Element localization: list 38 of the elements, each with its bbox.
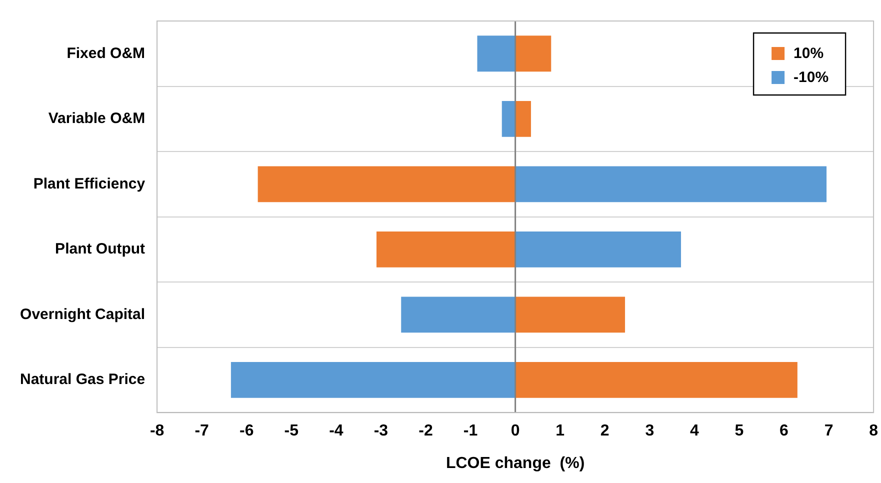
y-tick-label: Plant Efficiency xyxy=(33,175,146,192)
x-tick-label: 7 xyxy=(824,422,834,440)
x-tick-label: -4 xyxy=(329,422,344,440)
x-tick-label: -5 xyxy=(284,422,299,440)
y-tick-label: Plant Output xyxy=(55,240,146,258)
bar xyxy=(515,231,681,268)
bar xyxy=(515,36,552,72)
bar xyxy=(376,231,516,268)
x-tick-label: -1 xyxy=(463,422,478,440)
x-tick-label: -8 xyxy=(150,422,164,440)
bar xyxy=(515,296,626,333)
bar xyxy=(515,100,531,137)
y-tick-label: Overnight Capital xyxy=(20,306,146,323)
x-tick-label: 8 xyxy=(869,422,878,440)
x-tick-label: -2 xyxy=(418,422,433,440)
x-tick-label: 1 xyxy=(556,422,565,440)
legend-label: 10% xyxy=(794,45,824,62)
y-tick-label: Natural Gas Price xyxy=(20,371,146,388)
bar xyxy=(515,166,827,202)
x-axis-title: LCOE change (%) xyxy=(446,454,585,472)
x-tick-label: -6 xyxy=(240,422,254,440)
bar xyxy=(258,166,516,202)
x-tick-label: -7 xyxy=(194,422,210,440)
bar xyxy=(502,100,516,137)
bar xyxy=(477,36,516,72)
bar xyxy=(401,296,516,333)
x-tick-label: 2 xyxy=(600,422,610,440)
x-tick-label: -3 xyxy=(374,422,388,440)
y-tick-label: Fixed O&M xyxy=(66,44,146,62)
x-tick-label: 5 xyxy=(734,422,744,440)
legend-label: -10% xyxy=(794,69,829,86)
bar xyxy=(230,362,516,398)
bar xyxy=(515,362,798,398)
x-tick-label: 3 xyxy=(645,422,654,440)
x-tick-label: 6 xyxy=(780,422,789,440)
x-tick-label: 4 xyxy=(690,422,699,440)
x-tick-label: 0 xyxy=(510,422,520,440)
y-tick-label: Variable O&M xyxy=(48,110,146,128)
